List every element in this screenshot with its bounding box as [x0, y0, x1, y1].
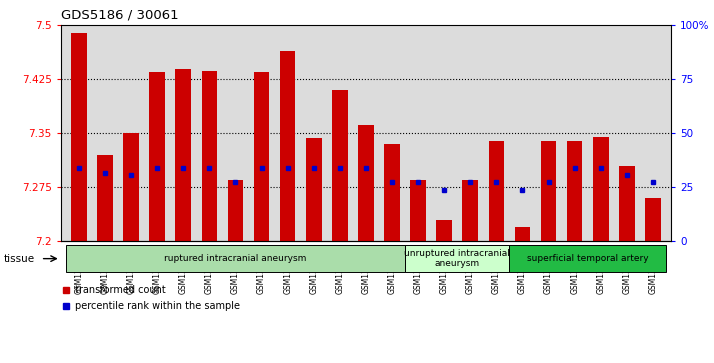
Bar: [619, 166, 635, 241]
Bar: [411, 180, 426, 241]
Bar: [567, 140, 583, 241]
Text: ruptured intracranial aneurysm: ruptured intracranial aneurysm: [164, 254, 307, 263]
Bar: [253, 72, 269, 241]
Bar: [124, 134, 139, 241]
Bar: [384, 144, 400, 241]
Bar: [332, 90, 348, 241]
Text: percentile rank within the sample: percentile rank within the sample: [75, 301, 240, 311]
Bar: [97, 155, 113, 241]
Bar: [540, 140, 556, 241]
Text: GDS5186 / 30061: GDS5186 / 30061: [61, 8, 178, 21]
Text: tissue: tissue: [4, 254, 35, 264]
Bar: [405, 245, 509, 272]
Text: transformed count: transformed count: [75, 285, 166, 295]
Bar: [176, 69, 191, 241]
Bar: [515, 227, 531, 241]
Bar: [149, 72, 165, 241]
Bar: [228, 180, 243, 241]
Bar: [593, 137, 608, 241]
Bar: [488, 140, 504, 241]
Bar: [463, 180, 478, 241]
Bar: [280, 50, 296, 241]
Bar: [66, 245, 405, 272]
Bar: [436, 220, 452, 241]
Bar: [201, 71, 217, 241]
Bar: [306, 138, 321, 241]
Bar: [358, 125, 373, 241]
Bar: [645, 198, 660, 241]
Text: superficial temporal artery: superficial temporal artery: [527, 254, 648, 263]
Bar: [71, 33, 87, 241]
Text: unruptured intracranial
aneurysm: unruptured intracranial aneurysm: [404, 249, 511, 268]
Bar: [509, 245, 666, 272]
